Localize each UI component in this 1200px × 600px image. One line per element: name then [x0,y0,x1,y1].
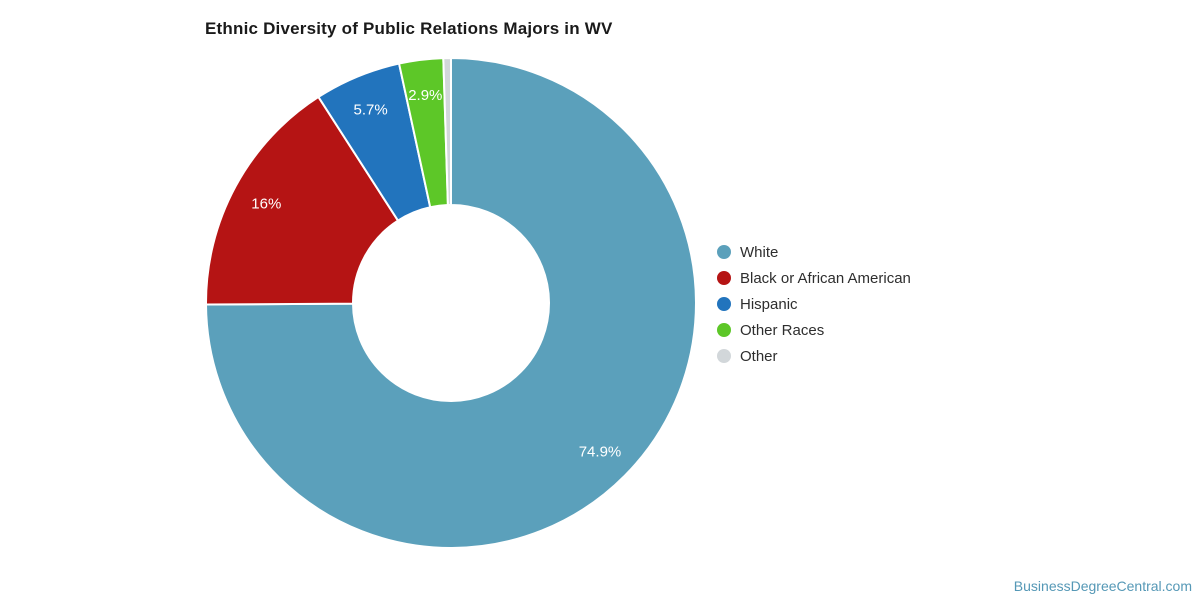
legend-item-black-or-african-american[interactable]: Black or African American [717,265,911,291]
legend-swatch-icon [717,297,731,311]
slice-black-or-african-american[interactable] [204,95,399,306]
chart-title: Ethnic Diversity of Public Relations Maj… [205,19,613,38]
legend-swatch-icon [717,245,731,259]
legend-swatch-icon [717,349,731,363]
legend-swatch-icon [717,271,731,285]
slice-other[interactable] [442,56,452,207]
legend-item-white[interactable]: White [717,239,911,265]
legend-item-other[interactable]: Other [717,343,911,369]
slice-white[interactable] [205,57,697,549]
slice-percentage-label: 74.9% [579,443,622,460]
legend-label: Black or African American [740,269,911,287]
slice-percentage-label: 2.9% [408,87,442,104]
legend-item-hispanic[interactable]: Hispanic [717,291,911,317]
legend-swatch-icon [717,323,731,337]
slice-percentage-label: 16% [251,195,281,212]
legend: White Black or African American Hispanic Ot… [717,239,911,369]
legend-label: White [740,243,779,261]
slice-percentage-label: 5.7% [353,101,387,118]
footer-brand-link[interactable]: BusinessDegreeCentral.com [1013,578,1192,594]
legend-label: Other Races [740,321,825,339]
legend-label: Other [740,347,778,365]
legend-item-other-races[interactable]: Other Races [717,317,911,343]
legend-label: Hispanic [740,295,798,313]
